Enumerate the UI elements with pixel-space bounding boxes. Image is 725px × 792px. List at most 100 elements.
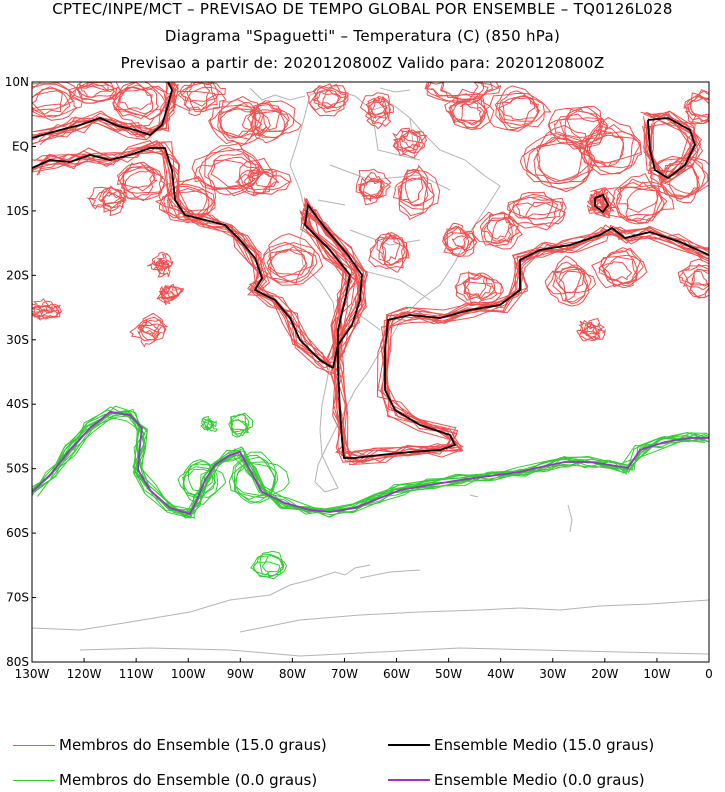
member-15-contour bbox=[439, 82, 479, 102]
lon-tick-label: 30W bbox=[539, 667, 566, 681]
lon-tick-label: 80W bbox=[279, 667, 306, 681]
member-15-contour bbox=[455, 281, 498, 307]
member-15-contour bbox=[32, 82, 83, 118]
member-15-contour bbox=[220, 99, 256, 138]
member-15-contour bbox=[263, 241, 314, 283]
member-15-contour bbox=[300, 208, 709, 457]
member-15-contour bbox=[494, 85, 536, 129]
member-15-contour bbox=[299, 211, 704, 463]
member-0-contour bbox=[32, 409, 706, 515]
member-15-contour bbox=[32, 82, 75, 111]
member-15-contour bbox=[157, 261, 171, 278]
member-0-contour bbox=[259, 550, 285, 577]
member-15-contour bbox=[400, 130, 428, 148]
member-15-contour bbox=[558, 108, 603, 150]
lat-tick-label: 80S bbox=[6, 655, 29, 669]
ensemble-mean-15-contour bbox=[304, 202, 709, 459]
legend-swatch-mean-15 bbox=[388, 744, 430, 746]
member-15-contour bbox=[303, 203, 709, 465]
legend-members-0: Membros do Ensemble (0.0 graus) bbox=[13, 770, 317, 790]
lat-tick-label: 60S bbox=[6, 526, 29, 540]
member-15-contour bbox=[587, 130, 625, 168]
member-15-contour bbox=[119, 166, 164, 201]
member-15-contour bbox=[498, 90, 540, 131]
antarctica-coastline bbox=[32, 564, 709, 657]
member-15-contour bbox=[648, 156, 706, 200]
member-15-contour bbox=[32, 82, 177, 145]
member-15-contour bbox=[32, 87, 63, 116]
member-15-contour bbox=[523, 132, 591, 183]
member-15-contour bbox=[463, 275, 504, 305]
legend-label-members-15: Membros do Ensemble (15.0 graus) bbox=[59, 736, 327, 754]
member-15-contour bbox=[396, 129, 421, 152]
member-15-contour bbox=[446, 222, 470, 258]
member-0-contour bbox=[203, 419, 217, 430]
lat-tick-label: 30S bbox=[6, 333, 29, 347]
member-15-contour bbox=[237, 157, 274, 195]
member-15-contour bbox=[32, 82, 179, 136]
legend-swatch-mean-0 bbox=[388, 779, 430, 781]
lon-tick-label: 50W bbox=[435, 667, 462, 681]
lat-tick-label: 10S bbox=[6, 204, 29, 218]
member-15-contour bbox=[398, 169, 441, 217]
member-0-contour bbox=[182, 459, 216, 498]
member-15-contour bbox=[266, 249, 308, 276]
member-15-contour bbox=[32, 86, 78, 121]
member-15-contour bbox=[690, 93, 709, 125]
member-15-contour bbox=[186, 82, 216, 112]
member-15-contour bbox=[576, 324, 606, 342]
member-15-contour bbox=[111, 85, 175, 115]
member-15-contour bbox=[498, 94, 552, 122]
member-15-contour bbox=[247, 170, 276, 196]
member-15-contour bbox=[122, 162, 155, 199]
member-0-contour bbox=[250, 555, 288, 580]
member-15-contour bbox=[483, 212, 512, 244]
member-15-contour bbox=[32, 141, 328, 368]
member-15-contour bbox=[519, 142, 594, 185]
country-borders bbox=[317, 109, 451, 331]
longitude-axis: 130W 120W 110W 100W 90W 80W 70W 60W 50W 40W 30W 20W… bbox=[15, 658, 713, 681]
member-15-contour bbox=[450, 88, 486, 129]
member-15-contour bbox=[32, 309, 60, 320]
ensemble-mean-15-contour bbox=[32, 82, 173, 139]
member-15-contour bbox=[578, 131, 642, 164]
member-15-contour bbox=[300, 207, 709, 466]
map-frame bbox=[31, 81, 710, 663]
member-15-contour bbox=[683, 90, 709, 116]
member-15-contour bbox=[612, 173, 660, 225]
member-15-contour bbox=[365, 96, 388, 123]
member-0-contour bbox=[230, 412, 253, 431]
member-15-contour bbox=[442, 226, 476, 251]
member-15-contour bbox=[78, 82, 109, 99]
member-15-contour bbox=[155, 253, 174, 270]
member-15-contour bbox=[209, 106, 263, 139]
lat-tick-label: 70S bbox=[6, 591, 29, 605]
title-line-2: Diagrama "Spaguetti" – Temperatura (C) (… bbox=[164, 27, 561, 45]
member-15-contour bbox=[649, 155, 709, 197]
member-15-contour bbox=[376, 232, 401, 263]
member-15-contour bbox=[392, 136, 418, 151]
member-15-contour bbox=[681, 263, 709, 286]
member-15-contour bbox=[398, 170, 424, 204]
member-15-contour bbox=[589, 190, 612, 219]
member-15-contour bbox=[359, 92, 391, 118]
member-15-contour bbox=[32, 309, 62, 321]
member-15-contour bbox=[370, 95, 392, 128]
legend-label-mean-0: Ensemble Medio (0.0 graus) bbox=[434, 771, 645, 789]
ensemble-members-0-contours bbox=[32, 405, 709, 580]
member-15-contour bbox=[38, 150, 331, 376]
member-15-contour bbox=[251, 101, 283, 133]
islands-coastline bbox=[469, 494, 573, 533]
member-15-contour bbox=[355, 168, 392, 200]
title-line-1: CPTEC/INPE/MCT – PREVISAO DE TEMPO GLOBA… bbox=[52, 0, 673, 18]
member-15-contour bbox=[689, 270, 709, 297]
member-15-contour bbox=[77, 82, 115, 102]
member-15-contour bbox=[658, 162, 699, 198]
member-0-contour bbox=[183, 460, 219, 506]
member-15-contour bbox=[268, 233, 316, 278]
member-15-contour bbox=[660, 157, 701, 200]
member-15-contour bbox=[358, 180, 384, 198]
member-15-contour bbox=[583, 116, 635, 176]
member-15-contour bbox=[689, 89, 709, 123]
member-15-contour bbox=[459, 98, 482, 126]
